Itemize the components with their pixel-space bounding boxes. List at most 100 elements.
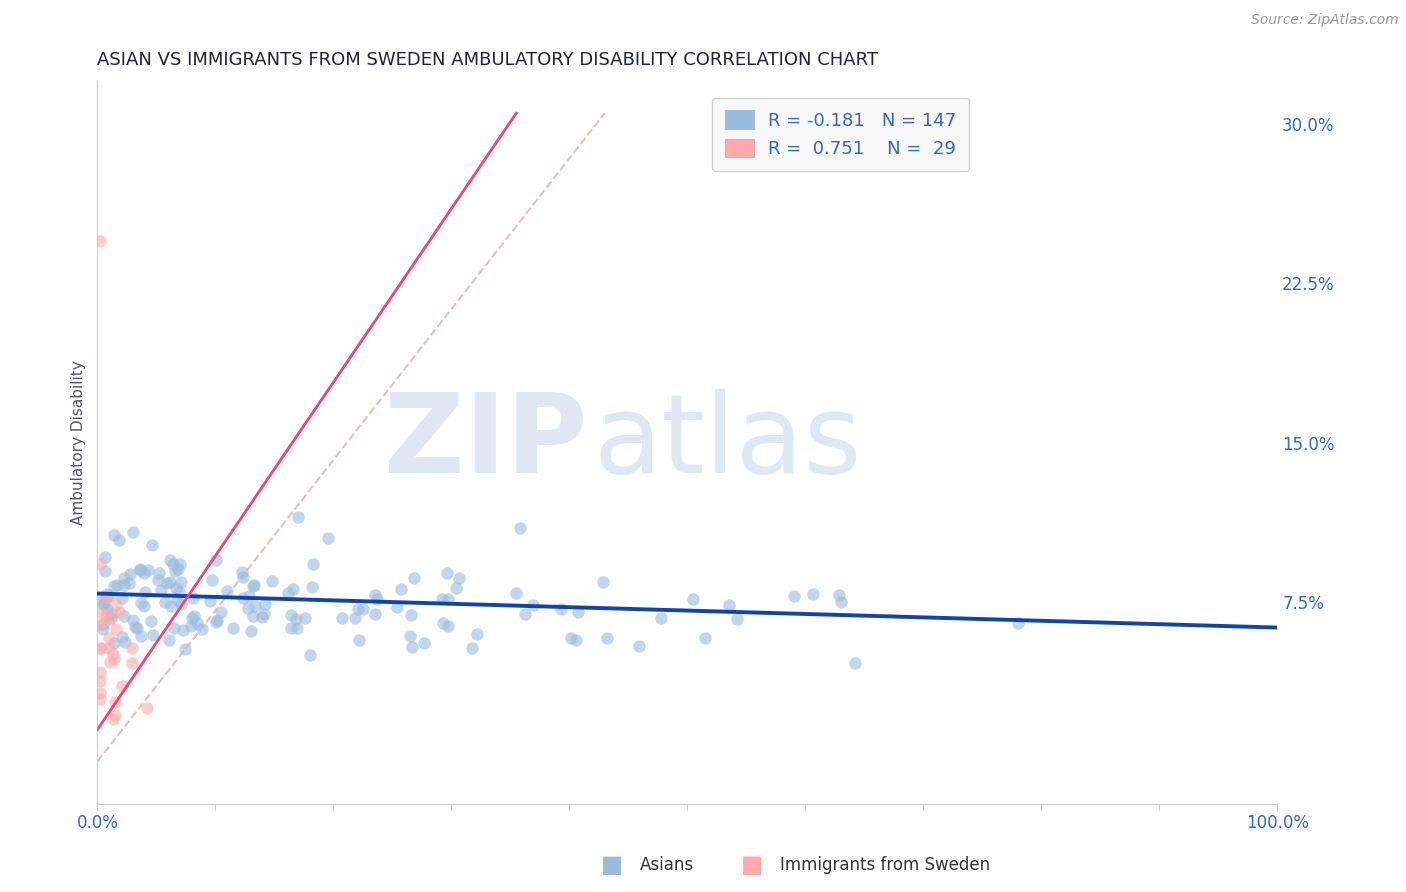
Point [89, 557, 111, 571]
Point [153, 595, 176, 609]
Point [141, 628, 163, 642]
Point [108, 533, 131, 547]
Point [98, 589, 121, 603]
Point [104, 707, 127, 722]
Point [110, 591, 132, 606]
Point [316, 531, 339, 545]
Point [222, 621, 245, 635]
Point [385, 599, 408, 614]
Point [134, 599, 156, 614]
Point [166, 593, 188, 607]
Point [104, 622, 127, 636]
Point [294, 611, 316, 625]
Point [167, 585, 190, 599]
Point [89, 686, 111, 700]
Point [94, 564, 117, 578]
Text: Source: ZipAtlas.com: Source: ZipAtlas.com [1251, 13, 1399, 28]
Point [505, 586, 527, 600]
Point [717, 598, 740, 612]
Point [139, 615, 162, 629]
Point [446, 581, 468, 595]
Point [207, 613, 229, 627]
Point [89, 673, 111, 688]
Point [238, 600, 260, 615]
Point [245, 599, 267, 613]
Point [96, 586, 118, 600]
Point [141, 537, 163, 551]
Point [1007, 616, 1029, 631]
Point [96, 589, 118, 603]
Point [215, 583, 238, 598]
Point [169, 557, 191, 571]
Point [567, 605, 589, 619]
Point [136, 701, 159, 715]
Point [114, 609, 136, 624]
Point [91, 590, 114, 604]
Point [89, 234, 111, 248]
Point [100, 610, 122, 624]
Point [100, 607, 122, 621]
Point [401, 640, 423, 655]
Point [129, 562, 152, 576]
Point [592, 575, 614, 590]
Point [114, 634, 136, 648]
Point [725, 612, 748, 626]
Point [112, 571, 135, 585]
Point [157, 632, 180, 647]
Point [364, 588, 387, 602]
Point [97, 641, 120, 656]
Point [277, 586, 299, 600]
Point [302, 558, 325, 572]
Point [242, 609, 264, 624]
Point [627, 639, 650, 653]
Point [124, 620, 146, 634]
Point [344, 611, 367, 625]
Point [239, 624, 262, 639]
Point [103, 579, 125, 593]
Point [205, 615, 228, 630]
Point [564, 632, 586, 647]
Point [159, 599, 181, 613]
Point [844, 656, 866, 670]
Y-axis label: Ambulatory Disability: Ambulatory Disability [72, 360, 86, 525]
Point [159, 575, 181, 590]
Point [111, 679, 134, 693]
Point [180, 619, 202, 633]
Point [125, 621, 148, 635]
Point [134, 584, 156, 599]
Point [183, 608, 205, 623]
Point [90, 640, 112, 655]
Point [89, 606, 111, 620]
Point [186, 616, 208, 631]
Point [461, 640, 484, 655]
Point [101, 712, 124, 726]
Point [122, 524, 145, 539]
Point [108, 606, 131, 620]
Point [89, 692, 111, 706]
Point [596, 632, 619, 646]
Text: ■: ■ [600, 854, 623, 877]
Point [149, 582, 172, 597]
Point [91, 597, 114, 611]
Point [121, 657, 143, 671]
Point [121, 640, 143, 655]
Point [105, 578, 128, 592]
Point [89, 641, 111, 656]
Text: ASIAN VS IMMIGRANTS FROM SWEDEN AMBULATORY DISABILITY CORRELATION CHART: ASIAN VS IMMIGRANTS FROM SWEDEN AMBULATO… [97, 51, 879, 69]
Point [183, 591, 205, 606]
Point [163, 622, 186, 636]
Point [103, 636, 125, 650]
Point [180, 611, 202, 625]
Point [172, 623, 194, 637]
Point [93, 597, 115, 611]
Text: Asians: Asians [640, 856, 693, 874]
Point [162, 557, 184, 571]
Point [650, 611, 672, 625]
Point [783, 590, 806, 604]
Point [97, 612, 120, 626]
Point [129, 596, 152, 610]
Point [136, 563, 159, 577]
Point [103, 528, 125, 542]
Point [347, 632, 370, 647]
Point [96, 601, 118, 615]
